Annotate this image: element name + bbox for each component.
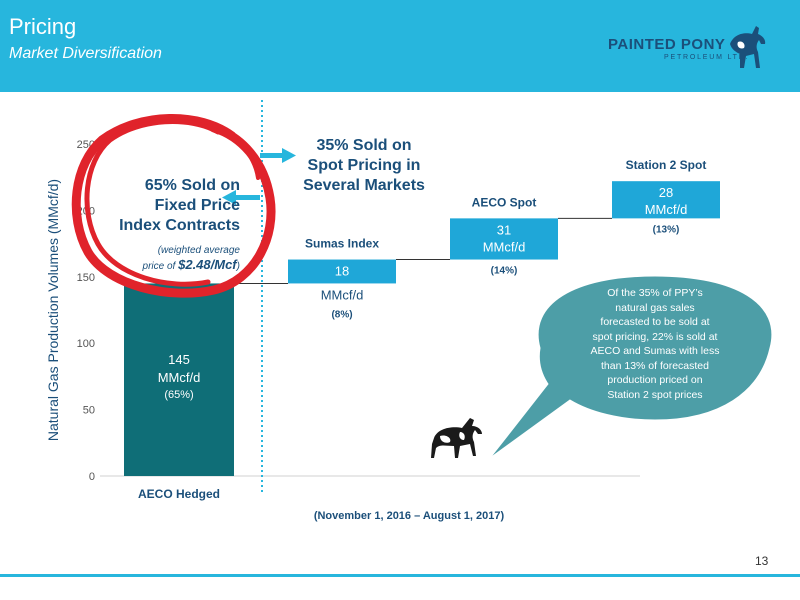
y-tick-label: 50: [83, 405, 95, 417]
footer-line: [0, 574, 800, 577]
y-tick-label: 100: [77, 338, 95, 350]
spot-pricing-note: 35% Sold on Spot Pricing in Several Mark…: [288, 136, 440, 196]
callout-text: Of the 35% of PPY’s natural gas sales fo…: [590, 287, 720, 401]
fixed-note-prefix: price of: [142, 261, 179, 272]
bar-value-label: 28: [659, 185, 673, 200]
logo-subtitle: PETROLEUM LTD.: [664, 54, 750, 61]
fixed-note-2: price of $2.48/Mcf): [100, 258, 240, 274]
callout-bubble: [489, 275, 773, 459]
horse-icon: [431, 418, 482, 458]
bar-3: [450, 218, 558, 260]
logo-name: PAINTED PONY: [608, 36, 726, 53]
bar-2: [288, 259, 396, 284]
bars-group: 145 MMcf/d (65%) AECO Hedged Sumas Index 18 MM…: [124, 158, 720, 522]
spot-line-1: 35% Sold on: [316, 137, 412, 154]
x-category-label: AECO Hedged: [138, 487, 220, 501]
x-axis-label: (November 1, 2016 – August 1, 2017): [314, 510, 505, 522]
spot-line-2: Spot Pricing in: [307, 157, 421, 174]
bar-name-label: Sumas Index: [305, 237, 379, 251]
horse-logo-icon: [730, 26, 766, 68]
header-bar: Pricing Market Diversification PAINTED P…: [0, 0, 800, 92]
fixed-line-2: Fixed Price: [154, 197, 240, 214]
y-tick-label: 0: [89, 471, 95, 483]
bar-pct-label: (8%): [331, 309, 352, 320]
y-axis-label: Natural Gas Production Volumes (MMcf/d): [45, 179, 61, 441]
bar-pct-label: (65%): [164, 389, 193, 401]
bar-value-label: 18: [335, 264, 349, 279]
bar-pct-label: (14%): [491, 266, 518, 277]
bar-pct-label: (13%): [653, 224, 680, 235]
bar-value-label: 145: [168, 352, 190, 367]
fixed-price-value: $2.48/Mcf: [178, 257, 237, 272]
spot-line-3: Several Markets: [303, 177, 425, 194]
bar-unit-label: MMcf/d: [483, 239, 526, 254]
fixed-line-1: 65% Sold on: [144, 177, 240, 194]
bar-4: [612, 181, 720, 219]
page-number: 13: [755, 554, 769, 568]
fixed-line-3: Index Contracts: [119, 217, 240, 234]
bar-unit-label: MMcf/d: [645, 202, 688, 217]
fixed-note-suffix: ): [236, 261, 240, 272]
bar-1: [124, 283, 234, 476]
page-subtitle: Market Diversification: [9, 45, 162, 62]
bar-value-label: 31: [497, 222, 511, 237]
bar-name-label: AECO Spot: [472, 195, 537, 209]
left-arrow-icon: [222, 190, 260, 205]
fixed-price-subnote: (weighted average price of $2.48/Mcf): [100, 244, 240, 274]
bar-unit-label: MMcf/d: [158, 370, 201, 385]
fixed-price-note: 65% Sold on Fixed Price Index Contracts: [100, 176, 240, 236]
bar-name-label: Station 2 Spot: [626, 158, 707, 172]
y-tick-label: 150: [77, 272, 95, 284]
right-arrow-icon: [260, 148, 296, 163]
bar-unit-label: MMcf/d: [321, 287, 364, 302]
page-title: Pricing: [9, 14, 77, 39]
red-circle-highlight: [71, 114, 276, 298]
fixed-note-1: (weighted average: [157, 245, 240, 256]
company-logo: PAINTED PONY PETROLEUM LTD.: [606, 22, 796, 74]
